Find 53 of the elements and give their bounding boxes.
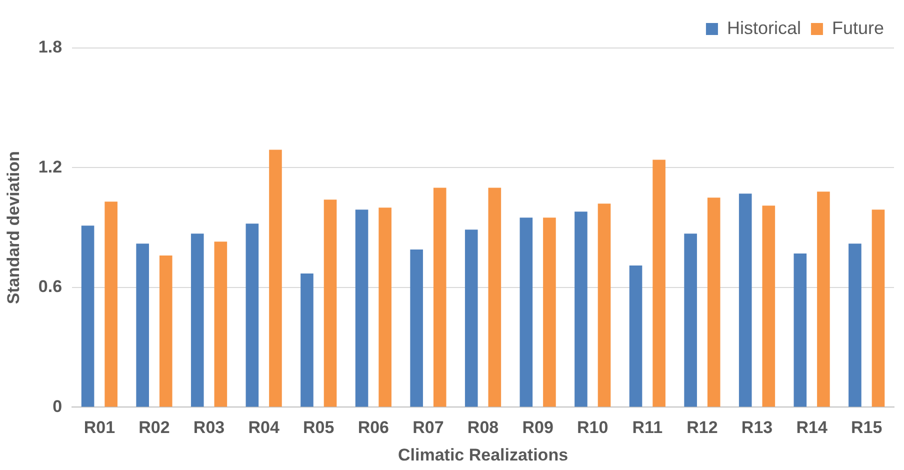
bar: [410, 250, 423, 407]
bar: [684, 234, 697, 407]
bar: [488, 188, 502, 407]
bar: [629, 266, 642, 407]
x-tick-label: R02: [138, 418, 170, 438]
x-axis-title: Climatic Realizations: [398, 445, 568, 464]
x-tick-label: R07: [412, 418, 444, 438]
y-tick-label: 1.2: [38, 157, 62, 176]
bar: [324, 200, 337, 407]
bar: [574, 212, 588, 407]
y-tick-label: 0: [52, 396, 62, 416]
legend-label: Future: [832, 18, 884, 38]
bar: [464, 230, 478, 407]
bar: [190, 234, 204, 407]
x-tick-label: R14: [796, 418, 828, 438]
bar: [433, 188, 446, 407]
bar: [707, 198, 720, 407]
bar: [738, 194, 752, 407]
bar: [598, 204, 611, 407]
bar: [159, 256, 172, 407]
bar: [214, 242, 228, 407]
y-axis-title: Standard deviation: [4, 151, 23, 304]
bar: [269, 150, 282, 407]
bar: [543, 218, 556, 407]
bar: [652, 160, 666, 407]
bar: [794, 254, 807, 407]
x-tick-label: R01: [84, 418, 116, 438]
legend-label: Historical: [726, 18, 801, 38]
x-tick-label: R09: [522, 418, 554, 438]
bar: [378, 208, 392, 407]
x-tick-label: R12: [686, 418, 718, 438]
bar: [136, 244, 149, 407]
bar: [520, 218, 533, 407]
x-tick-label: R08: [467, 418, 499, 438]
x-tick-label: R06: [358, 418, 390, 438]
bar: [355, 210, 368, 407]
y-tick-label: 0.6: [38, 277, 62, 296]
y-tick-label: 1.8: [38, 38, 62, 57]
x-tick-label: R11: [632, 418, 663, 438]
x-tick-label: R13: [741, 418, 773, 438]
bar: [300, 274, 314, 407]
x-tick-label: R05: [303, 418, 334, 438]
x-tick-label: R04: [248, 418, 280, 438]
bar: [848, 244, 862, 407]
x-tick-label: R15: [851, 418, 882, 438]
x-tick-label: R03: [193, 418, 225, 438]
bar: [104, 202, 118, 407]
bar: [817, 192, 830, 407]
bar: [246, 224, 259, 407]
bar: [872, 210, 885, 407]
bar: [762, 206, 776, 407]
bar: [81, 226, 94, 407]
x-tick-label: R10: [577, 418, 608, 438]
